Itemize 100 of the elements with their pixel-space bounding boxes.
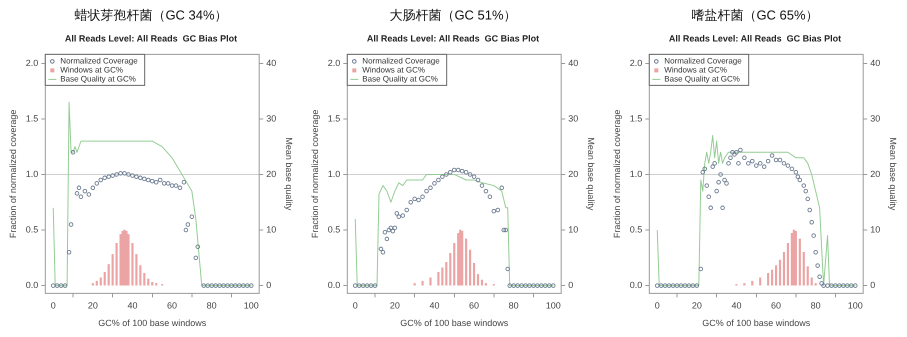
point [142, 176, 147, 182]
point [178, 186, 182, 190]
point [194, 256, 198, 260]
point [76, 186, 82, 190]
point [190, 214, 194, 219]
x-tick-label: 40 [429, 300, 440, 310]
bar [429, 278, 432, 286]
point [404, 208, 409, 212]
x-tick-label: 20 [88, 300, 98, 310]
bar [125, 230, 128, 286]
point [122, 171, 127, 176]
point [492, 208, 496, 214]
point [523, 283, 528, 288]
y-tick-label: 2.0 [328, 58, 340, 68]
point [146, 178, 151, 182]
legend-label: Windows at GC% [664, 66, 727, 75]
bar [476, 274, 480, 286]
y2-tick-label: 30 [568, 113, 578, 124]
bar [472, 263, 476, 286]
bar [457, 233, 460, 286]
point [364, 283, 370, 288]
legend-label: Windows at GC% [60, 66, 123, 75]
point [511, 283, 516, 288]
bar [139, 265, 142, 286]
x-tick-label: 20 [692, 300, 702, 310]
bar [96, 280, 98, 286]
point [74, 191, 80, 196]
legend-label: Base Quality at GC% [362, 74, 438, 84]
point [496, 208, 500, 212]
point [352, 283, 358, 288]
point [118, 171, 123, 176]
x-tick-label: 80 [810, 300, 821, 310]
point [68, 222, 74, 227]
y2-tick-label: 0 [266, 280, 272, 290]
point [390, 228, 396, 234]
x-tick-label: 20 [390, 300, 400, 310]
point [384, 236, 390, 242]
point [237, 283, 242, 288]
x-tick-label: 100 [848, 300, 863, 310]
y2-axis-title: Mean base quality [888, 137, 898, 211]
point [58, 283, 64, 288]
point [464, 170, 468, 174]
point [50, 283, 56, 288]
point [209, 283, 214, 288]
point [551, 283, 556, 288]
point [170, 183, 174, 188]
legend-label: Normalized Coverage [664, 56, 742, 66]
bar [751, 280, 754, 286]
y-axis-title: Fraction of normalized coverage [310, 110, 320, 238]
chart-title: 嗜盐杆菌（GC 65%） [691, 7, 819, 22]
bar [121, 230, 124, 286]
point [436, 178, 441, 182]
point [378, 246, 384, 252]
point [392, 226, 398, 230]
point [134, 174, 139, 179]
y-tick-label: 0.0 [26, 280, 38, 290]
point [515, 283, 520, 288]
y-tick-label: 2.0 [630, 58, 642, 68]
y2-tick-label: 10 [266, 224, 276, 235]
bar [774, 265, 778, 286]
point [380, 250, 386, 255]
point [394, 211, 400, 216]
y-tick-label: 1.5 [328, 113, 340, 124]
chart-title: 大肠杆菌（GC 51%） [389, 7, 517, 22]
point [106, 174, 111, 179]
point [356, 283, 362, 288]
x-tick-label: 100 [244, 300, 259, 310]
x-tick-label: 60 [469, 300, 480, 310]
point [150, 178, 154, 184]
bar [119, 234, 122, 286]
point [233, 283, 238, 288]
y2-tick-label: 0 [568, 280, 574, 290]
point [527, 283, 532, 288]
point [396, 214, 402, 219]
point [110, 173, 115, 178]
x-tick-label: 60 [771, 300, 782, 310]
legend-label: Normalized Coverage [60, 56, 138, 66]
bar [771, 270, 774, 286]
point [432, 181, 437, 186]
point [78, 194, 84, 199]
point [382, 230, 388, 235]
point [229, 283, 234, 288]
chart-title: 蜡状芽孢杆菌（GC 34%） [74, 7, 228, 22]
point [460, 168, 464, 174]
bar [461, 230, 464, 286]
y-tick-label: 0.5 [328, 224, 340, 235]
point [241, 283, 246, 288]
x-tick-label: 0 [50, 300, 56, 310]
point [221, 283, 226, 288]
y-tick-label: 2.0 [26, 58, 38, 68]
point [420, 194, 425, 199]
bar [421, 280, 424, 286]
point [94, 181, 100, 186]
point [213, 283, 218, 288]
point [162, 181, 166, 186]
legend-label: Base Quality at GC% [664, 74, 740, 84]
y2-tick-label: 30 [870, 113, 880, 124]
point [372, 283, 378, 288]
point [62, 283, 68, 288]
point [416, 198, 421, 202]
